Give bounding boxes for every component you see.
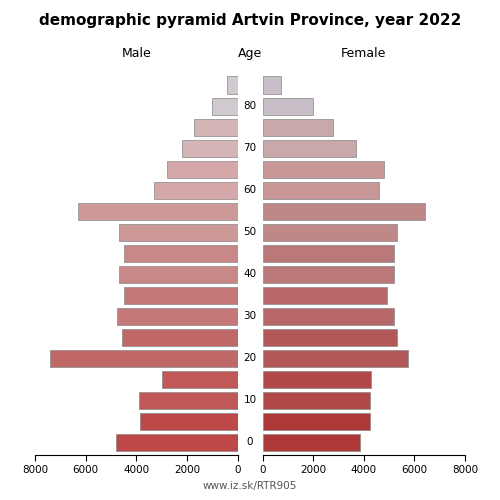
Bar: [124, 286, 238, 304]
Bar: [262, 286, 386, 304]
Bar: [162, 370, 238, 388]
Bar: [262, 98, 313, 114]
Bar: [154, 182, 238, 199]
Text: 20: 20: [244, 354, 256, 364]
Bar: [166, 160, 238, 178]
Bar: [262, 308, 394, 325]
Bar: [262, 413, 370, 430]
Text: 10: 10: [244, 396, 256, 406]
Text: 0: 0: [247, 438, 254, 448]
Text: 30: 30: [244, 312, 256, 322]
Bar: [262, 244, 394, 262]
Bar: [262, 392, 370, 409]
Bar: [50, 350, 238, 367]
Bar: [262, 328, 396, 346]
Bar: [118, 308, 238, 325]
Text: Female: Female: [341, 47, 386, 60]
Text: demographic pyramid Artvin Province, year 2022: demographic pyramid Artvin Province, yea…: [39, 12, 461, 28]
Text: 70: 70: [244, 143, 256, 153]
Text: www.iz.sk/RTR905: www.iz.sk/RTR905: [203, 481, 297, 491]
Bar: [118, 266, 238, 283]
Bar: [262, 76, 281, 94]
Bar: [194, 118, 238, 136]
Bar: [212, 98, 238, 114]
Bar: [262, 182, 379, 199]
Bar: [122, 328, 238, 346]
Bar: [139, 392, 237, 409]
Bar: [262, 140, 356, 157]
Bar: [116, 434, 238, 451]
Bar: [262, 266, 394, 283]
Text: 40: 40: [244, 270, 256, 280]
Bar: [262, 370, 372, 388]
Bar: [78, 202, 237, 220]
Bar: [262, 434, 360, 451]
Text: 50: 50: [244, 227, 256, 237]
Bar: [262, 350, 408, 367]
Bar: [140, 413, 237, 430]
Text: Male: Male: [122, 47, 151, 60]
Text: 80: 80: [244, 101, 256, 111]
Bar: [182, 140, 238, 157]
Bar: [262, 160, 384, 178]
Bar: [118, 224, 238, 241]
Bar: [262, 202, 424, 220]
Text: 60: 60: [244, 185, 256, 195]
Bar: [262, 224, 396, 241]
Bar: [228, 76, 237, 94]
Text: Age: Age: [238, 47, 262, 60]
Bar: [262, 118, 334, 136]
Bar: [124, 244, 238, 262]
